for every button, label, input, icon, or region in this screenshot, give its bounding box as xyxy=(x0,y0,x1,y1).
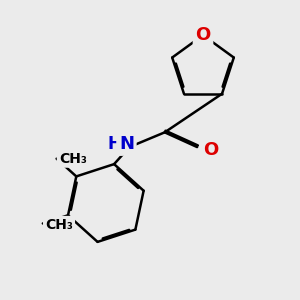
Text: O: O xyxy=(195,26,211,44)
Text: H: H xyxy=(108,135,122,153)
Text: N: N xyxy=(119,135,134,153)
Text: CH₃: CH₃ xyxy=(45,218,73,232)
Text: CH₃: CH₃ xyxy=(59,152,87,166)
Text: O: O xyxy=(203,141,218,159)
